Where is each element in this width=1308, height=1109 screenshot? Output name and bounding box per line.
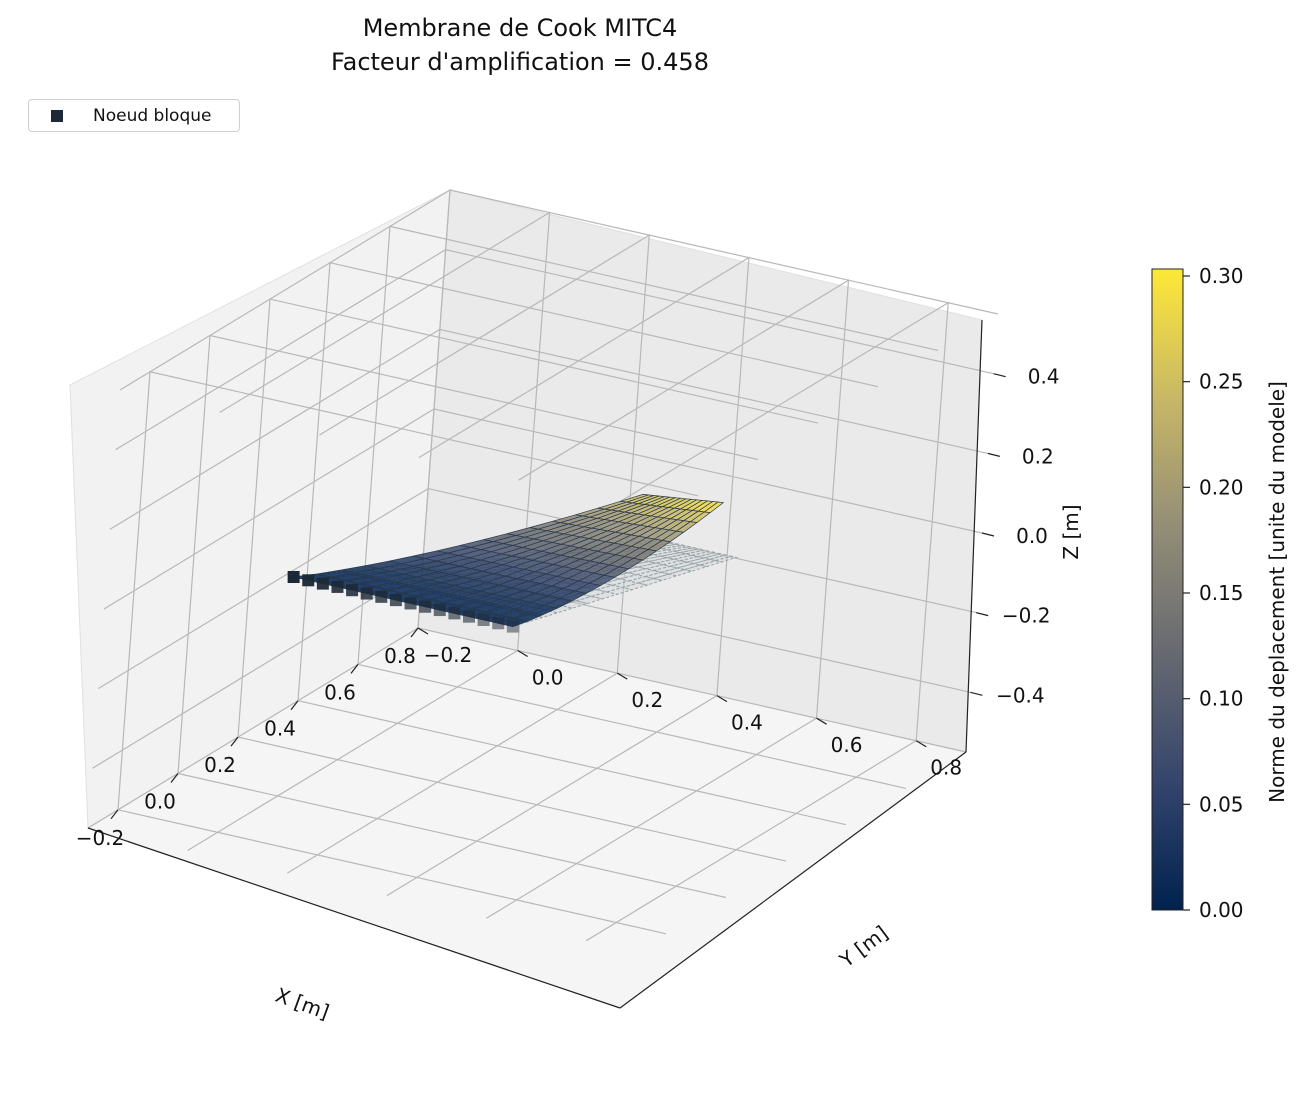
blocked-node [346, 584, 359, 597]
z-tick-label-3: 0.2 [1022, 444, 1054, 468]
undeformed-cell [713, 555, 739, 563]
undeformed-cell [673, 554, 699, 562]
z-tick-0 [970, 691, 983, 696]
y-tick-label-5: 0.8 [930, 756, 962, 780]
x-tick-5 [410, 627, 419, 638]
x-tick-label-1: 0.0 [144, 789, 176, 813]
undeformed-cell [686, 557, 710, 565]
undeformed-cell [697, 552, 721, 559]
colorbar-tick-label-0: 0.00 [1199, 898, 1244, 922]
colorbar-tick-label-3: 0.15 [1199, 581, 1244, 605]
colorbar-tick-label-1: 0.05 [1199, 792, 1244, 816]
y-tick-label-4: 0.6 [831, 733, 863, 757]
z-tick-label-1: −0.2 [1002, 604, 1051, 628]
x-tick-0 [110, 809, 119, 820]
undeformed-cell [685, 549, 711, 556]
x-tick-label-4: 0.6 [324, 680, 356, 704]
x-tick-label-3: 0.4 [264, 717, 296, 741]
z-tick-2 [981, 532, 995, 537]
undeformed-cell [680, 556, 704, 563]
z-tick-3 [987, 452, 1000, 457]
blocked-node [331, 580, 344, 593]
y-tick-5 [915, 740, 927, 748]
blocked-node [506, 620, 519, 633]
x-axis-line [87, 827, 621, 1009]
y-tick-2 [616, 672, 628, 680]
blocked-node [360, 587, 373, 600]
blocked-node [287, 571, 300, 583]
y-tick-0 [417, 627, 429, 635]
legend-label-blocked-node: Noeud bloque [93, 106, 212, 126]
blocked-node [477, 613, 490, 626]
y-tick-label-3: 0.4 [731, 711, 763, 735]
blocked-node [389, 594, 402, 607]
y-axis-label: Y [m] [834, 921, 892, 973]
z-tick-1 [976, 612, 989, 617]
z-axis-line [965, 319, 983, 753]
undeformed-cell [674, 547, 700, 554]
y-tick-label-0: −0.2 [424, 643, 473, 667]
x-tick-label-2: 0.2 [204, 753, 236, 777]
y-tick-1 [517, 650, 528, 658]
blocked-node [404, 597, 417, 610]
colorbar-tick-label-5: 0.25 [1199, 370, 1244, 394]
x-tick-2 [230, 736, 239, 747]
gridline-z-3 [109, 328, 988, 530]
chart-subtitle: Facteur d'amplification = 0.458 [331, 48, 709, 76]
colorbar-tick-label-6: 0.30 [1199, 264, 1244, 288]
colorbar-tick-label-2: 0.10 [1199, 687, 1244, 711]
undeformed-cell [691, 550, 716, 558]
deformed-cell [620, 494, 649, 503]
undeformed-cell [636, 577, 664, 586]
colorbar [1151, 268, 1184, 911]
colorbar-label: Norme du deplacement [unite du modele] [1265, 381, 1289, 803]
colorbar-tick-label-4: 0.20 [1199, 475, 1244, 499]
blocked-node [419, 600, 432, 613]
gridline-z-2 [103, 408, 983, 610]
chart-title: Membrane de Cook MITC4 [362, 14, 678, 42]
undeformed-cell [662, 560, 688, 567]
y-tick-3 [716, 695, 728, 703]
undeformed-cell [677, 563, 701, 571]
blocked-node [433, 604, 446, 617]
y-tick-4 [816, 717, 827, 725]
axis-ticks: −0.2 0.0 0.2 0.4 0.6 0.8 −0.2 0.0 0.2 0.4 0.6 0.8 −0… [76, 365, 1060, 850]
undeformed-cell [670, 561, 694, 569]
colorbar-ticks: 0.00 0.05 0.10 0.15 0.20 0.25 0.30 [1183, 264, 1244, 922]
blocked-nodes [287, 571, 519, 633]
x-tick-label-5: 0.8 [384, 644, 416, 668]
blocked-node [462, 610, 475, 623]
undeformed-cell [668, 569, 694, 577]
x-axis-label: X [m] [272, 983, 332, 1024]
blocked-node [316, 577, 329, 590]
x-tick-4 [350, 663, 359, 674]
blocked-node [302, 574, 315, 587]
z-tick-4 [993, 373, 1006, 378]
z-tick-label-0: −0.4 [996, 683, 1045, 707]
z-tick-label-2: 0.0 [1016, 524, 1048, 548]
x-tick-3 [290, 700, 299, 711]
gridline-z-4 [115, 249, 994, 451]
blocked-node [448, 607, 461, 620]
x-tick-1 [170, 773, 179, 783]
undeformed-cell [661, 567, 685, 575]
z-axis-label: Z [m] [1059, 504, 1083, 559]
y-axis-line [619, 751, 967, 1009]
x-tick-label-0: −0.2 [76, 826, 125, 850]
legend-marker-blocked-node [51, 110, 63, 122]
gridline-z-1 [97, 487, 977, 690]
blocked-node [375, 590, 388, 603]
z-tick-label-4: 0.4 [1028, 365, 1060, 389]
undeformed-cell [653, 573, 679, 581]
deformed-mesh [293, 494, 725, 627]
legend: Noeud bloque [28, 99, 240, 132]
undeformed-cell [679, 548, 705, 555]
undeformed-cell [653, 565, 678, 573]
blocked-node [492, 617, 505, 630]
undeformed-cell [644, 571, 670, 580]
y-tick-label-1: 0.0 [532, 666, 564, 690]
y-tick-label-2: 0.2 [631, 688, 663, 712]
